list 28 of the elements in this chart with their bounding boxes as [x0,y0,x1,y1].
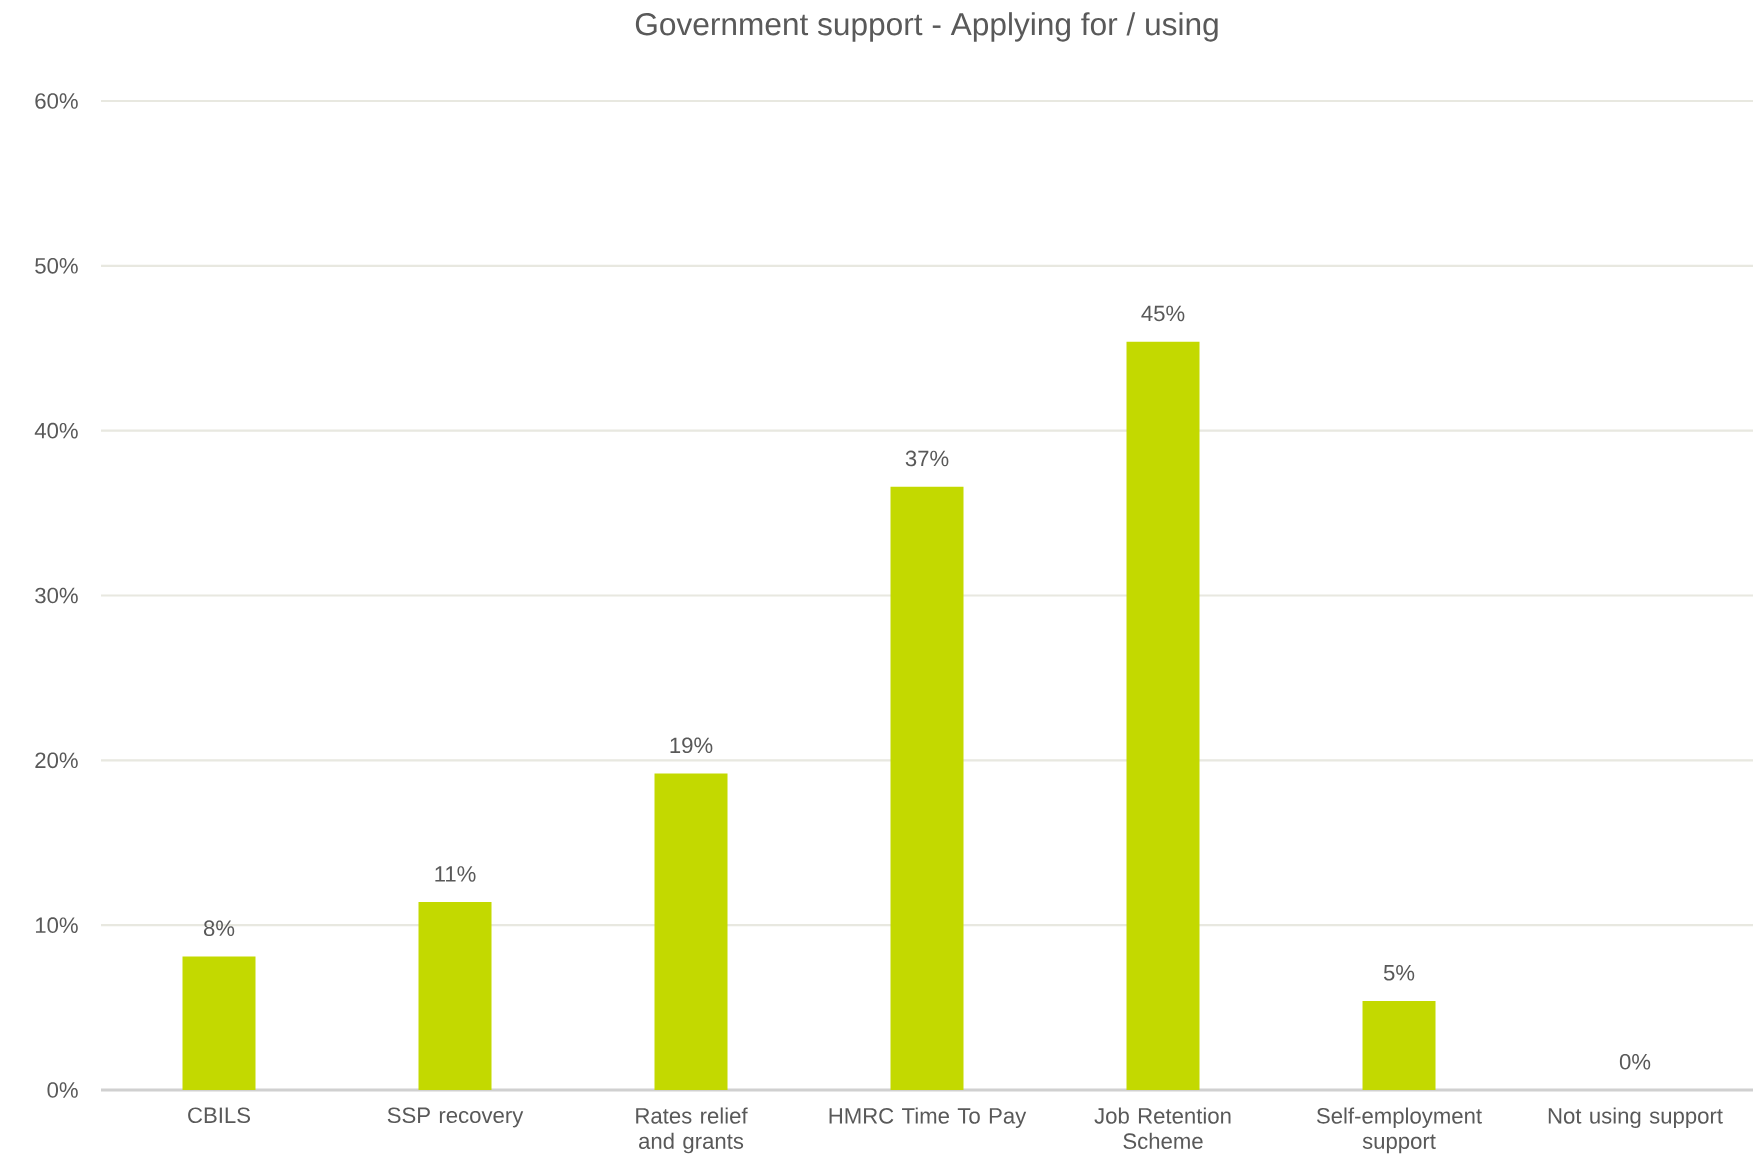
x-tick-label: Job Retention Scheme [1094,1107,1231,1149]
y-tick-label: 40% [34,422,78,439]
bar [418,902,492,1091]
bar [182,956,256,1091]
y-tick-label: 30% [35,587,78,604]
x-tick-label: SSP recovery [387,1107,524,1128]
bar [654,773,728,1091]
x-tick-label: Not using support [1548,1107,1723,1129]
y-tick-label: 60% [35,93,78,109]
chart-title: Government support - Applying for / using [635,12,1218,42]
data-label: 45% [1141,305,1185,322]
data-label: 37% [905,450,949,467]
y-tick-label: 0% [47,1082,78,1098]
x-tick-label: Self-employment support [1316,1107,1482,1154]
data-label: 0% [1619,1053,1651,1070]
bar [1362,1001,1436,1091]
y-tick-label: 20% [35,752,78,769]
data-label: 5% [1383,964,1415,981]
x-tick-label: HMRC Time To Pay [829,1107,1027,1129]
y-tick-label: 10% [35,917,78,934]
y-tick-label: 50% [35,257,78,274]
data-label: 19% [670,737,713,754]
x-tick-label: CBILS [188,1107,251,1124]
x-tick-label: Rates relief and grants [636,1107,748,1154]
bar [1126,341,1200,1091]
data-label: 8% [203,920,235,937]
bar [890,486,964,1091]
data-label: 11% [435,866,476,882]
